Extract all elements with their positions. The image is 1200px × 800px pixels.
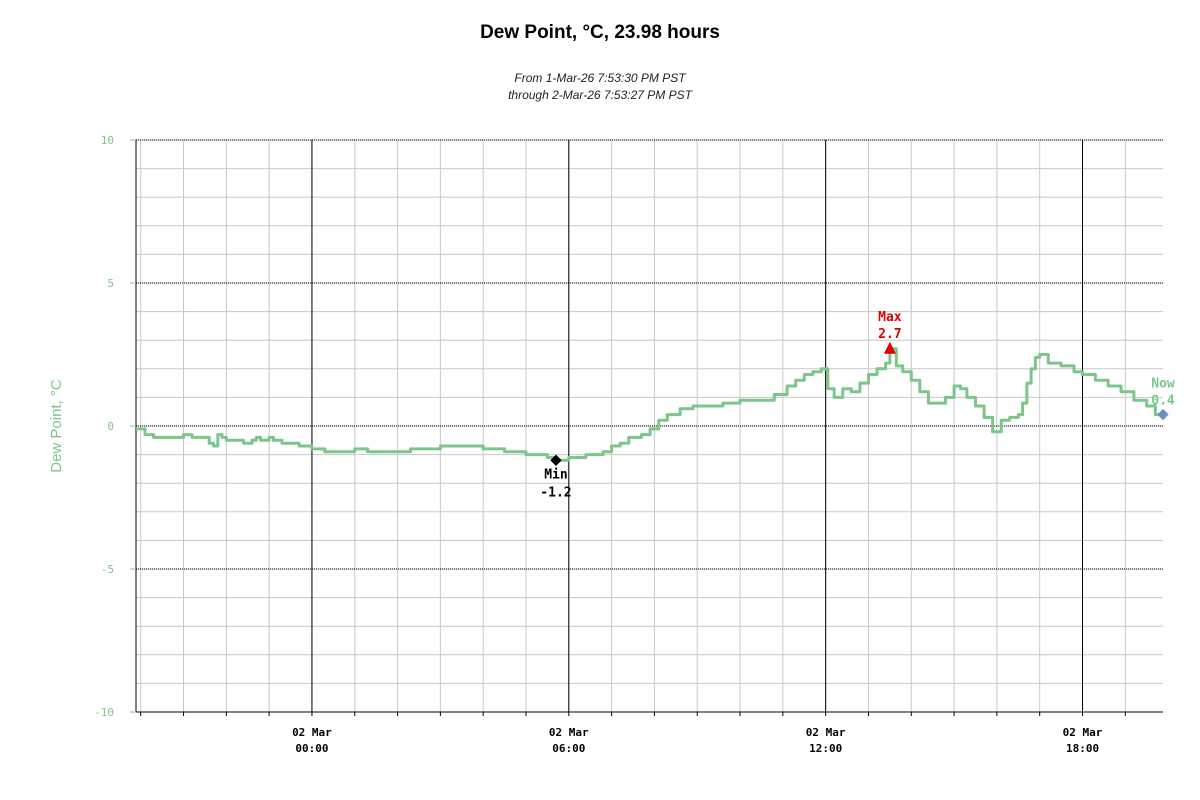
x-tick-label-time: 12:00 [809, 742, 842, 755]
axis-layer: 10 5 0 -5 -10 02 Mar 00:00 02 Mar 06:00 02 Mar 12:… [48, 134, 1163, 755]
y-tick-label: 10 [101, 134, 114, 147]
dew-point-series-line [136, 347, 1163, 462]
chart-subtitle-through: through 2-Mar-26 7:53:27 PM PST [508, 88, 692, 102]
chart-title: Dew Point, °C, 23.98 hours [480, 22, 720, 43]
y-tick-label: 5 [107, 277, 114, 290]
max-marker [883, 341, 896, 354]
x-tick-label-date: 02 Mar [292, 726, 332, 739]
chart-subtitle-from: From 1-Mar-26 7:53:30 PM PST [514, 71, 686, 85]
grid-layer [136, 139, 1163, 713]
now-value-label: 0.4 [1151, 394, 1175, 409]
x-tick-label-time: 00:00 [295, 742, 328, 755]
max-value-label: 2.7 [878, 327, 901, 342]
x-tick-label-date: 02 Mar [1063, 726, 1103, 739]
min-marker [550, 454, 562, 466]
x-tick-label-time: 18:00 [1066, 742, 1099, 755]
now-label: Now [1151, 377, 1175, 392]
max-label: Max [878, 310, 902, 325]
min-label: Min [544, 467, 567, 482]
x-tick-label-time: 06:00 [552, 742, 585, 755]
y-tick-label: -5 [101, 563, 114, 576]
y-axis-label: Dew Point, °C [48, 379, 65, 473]
annotation-layer: Min -1.2 Max 2.7 Now 0.4 [540, 310, 1175, 501]
now-marker [1157, 408, 1169, 421]
min-value-label: -1.2 [540, 485, 571, 500]
y-tick-label: 0 [107, 420, 114, 433]
y-tick-label: -10 [94, 706, 114, 719]
x-tick-label-date: 02 Mar [549, 726, 589, 739]
x-tick-label-date: 02 Mar [806, 726, 846, 739]
series-layer [136, 347, 1163, 462]
